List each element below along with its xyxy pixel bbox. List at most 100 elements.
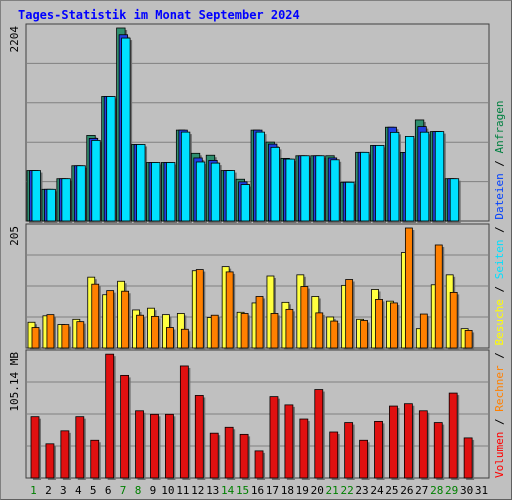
bar-seiten — [404, 136, 415, 222]
x-tick-label: 26 — [400, 484, 413, 497]
bar-volumen — [179, 365, 189, 479]
bar-rechner — [210, 314, 219, 349]
x-tick-label: 16 — [251, 484, 264, 497]
x-tick-label: 15 — [236, 484, 249, 497]
x-tick-label: 8 — [135, 484, 142, 497]
legend-entry: Rechner — [493, 365, 506, 412]
bar-rechner — [345, 279, 354, 349]
bar-volumen — [418, 410, 428, 479]
bar-volumen — [359, 439, 368, 479]
bar-seiten — [285, 158, 295, 222]
bar-volumen — [433, 422, 443, 479]
bar-seiten — [315, 155, 325, 222]
legend-entry: Dateien — [493, 173, 506, 219]
x-tick-label: 19 — [296, 484, 309, 497]
bar-volumen — [224, 426, 234, 479]
bar-volumen — [165, 413, 174, 479]
bar-volumen — [239, 433, 249, 479]
bar-rechner — [434, 244, 443, 349]
legend-entry: Volumen — [493, 432, 506, 478]
bar-seiten — [106, 96, 116, 222]
bar-volumen — [403, 403, 413, 479]
bar-rechner — [270, 313, 279, 349]
legend-entry: Besuche — [493, 299, 506, 345]
bar-volumen — [329, 431, 339, 479]
bar-volumen — [209, 432, 219, 479]
legend-entry: / — [493, 220, 506, 240]
bar-rechner — [464, 330, 473, 349]
bar-rechner — [136, 314, 144, 349]
bar-seiten — [360, 151, 370, 222]
x-tick-label: 1 — [30, 484, 37, 497]
bar-rechner — [404, 227, 413, 349]
x-tick-label: 20 — [311, 484, 324, 497]
x-tick-label: 9 — [150, 484, 157, 497]
bar-seiten — [61, 178, 71, 222]
bar-rechner — [61, 324, 70, 349]
x-tick-label: 23 — [355, 484, 368, 497]
y-max-label: 105.14 MB — [8, 352, 21, 412]
bar-rechner — [285, 308, 294, 349]
bar-rechner — [151, 315, 159, 349]
legend-entry: / — [493, 412, 506, 432]
x-tick-label: 30 — [460, 484, 473, 497]
bar-seiten — [270, 146, 280, 222]
x-tick-label: 4 — [75, 484, 82, 497]
bar-volumen — [105, 353, 115, 479]
bar-seiten — [375, 145, 385, 222]
bar-seiten — [151, 162, 161, 222]
x-tick-label: 29 — [445, 484, 458, 497]
x-tick-label: 2 — [45, 484, 52, 497]
series-legend: Volumen / Rechner / Besuche / Seiten / D… — [493, 100, 506, 478]
bar-rechner — [390, 302, 398, 349]
x-tick-label: 6 — [105, 484, 112, 497]
y-max-label: 205 — [8, 226, 21, 246]
bar-seiten — [195, 161, 206, 222]
bar-volumen — [60, 430, 70, 479]
x-tick-label: 22 — [340, 484, 353, 497]
bar-seiten — [31, 170, 41, 222]
y-max-label: 2204 — [8, 26, 21, 53]
x-tick-label: 17 — [266, 484, 279, 497]
bar-volumen — [150, 413, 159, 479]
x-tick-label: 25 — [385, 484, 398, 497]
bar-volumen — [374, 420, 383, 479]
x-tick-label: 18 — [281, 484, 294, 497]
bar-seiten — [419, 131, 430, 222]
bar-rechner — [240, 313, 249, 349]
bar-seiten — [434, 131, 445, 222]
bar-seiten — [180, 131, 191, 222]
bar-rechner — [255, 296, 264, 349]
bar-rechner — [121, 290, 130, 349]
bar-volumen — [463, 437, 473, 479]
bar-volumen — [254, 450, 264, 479]
bar-rechner — [76, 321, 85, 349]
bar-seiten — [166, 162, 176, 222]
x-tick-label: 14 — [221, 484, 235, 497]
bar-rechner — [375, 299, 383, 349]
bar-seiten — [345, 181, 355, 222]
x-tick-label: 7 — [120, 484, 127, 497]
bar-seiten — [210, 162, 221, 222]
x-tick-label: 11 — [176, 484, 189, 497]
bar-rechner — [91, 283, 100, 349]
bar-volumen — [344, 422, 354, 479]
x-tick-label: 3 — [60, 484, 67, 497]
legend-entry: / — [493, 346, 506, 366]
bar-rechner — [360, 320, 368, 349]
bar-rechner — [166, 327, 174, 349]
bar-volumen — [120, 374, 130, 479]
bar-rechner — [300, 286, 309, 349]
bar-volumen — [299, 418, 309, 479]
legend-entry: Anfragen — [493, 100, 506, 153]
bar-seiten — [121, 37, 131, 222]
legend-entry: Seiten — [493, 240, 506, 280]
bar-seiten — [255, 131, 265, 222]
x-tick-label: 13 — [206, 484, 219, 497]
bar-volumen — [284, 404, 294, 479]
bar-rechner — [330, 320, 339, 349]
bar-seiten — [46, 188, 56, 222]
bar-volumen — [194, 395, 204, 479]
bar-volumen — [269, 396, 279, 479]
bar-seiten — [240, 184, 250, 222]
